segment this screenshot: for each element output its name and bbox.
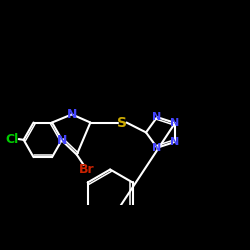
Text: N: N xyxy=(152,143,162,153)
Text: N: N xyxy=(170,137,180,147)
Text: N: N xyxy=(67,108,77,121)
Text: N: N xyxy=(152,112,162,122)
Text: Cl: Cl xyxy=(5,132,18,145)
Text: N: N xyxy=(57,134,67,147)
Text: S: S xyxy=(117,116,127,130)
Text: Br: Br xyxy=(79,163,94,176)
Text: N: N xyxy=(170,118,180,128)
